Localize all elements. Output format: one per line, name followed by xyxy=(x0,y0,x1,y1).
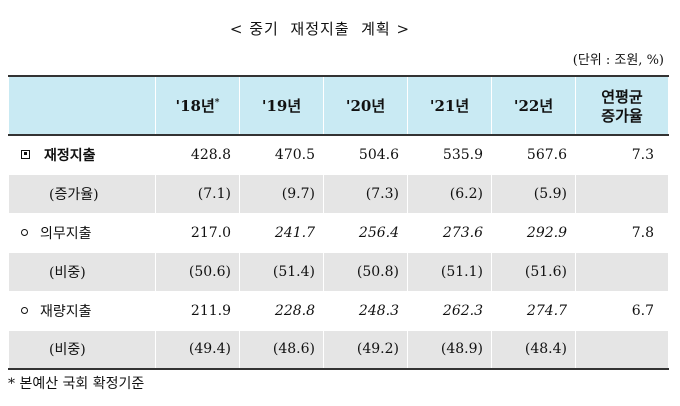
cell-avg xyxy=(575,173,669,214)
circle-bullet-icon xyxy=(21,228,28,236)
header-avg-line2: 증가율 xyxy=(601,106,643,125)
table-row: 재정지출 428.8 470.5 504.6 535.9 567.6 7.3 xyxy=(8,134,669,175)
circle-bullet-icon xyxy=(21,306,28,314)
cell: (49.2) xyxy=(323,329,408,370)
cell: 248.3 xyxy=(323,290,408,331)
cell: (9.7) xyxy=(239,173,324,214)
row-label: 재량지출 xyxy=(8,290,156,331)
cell: 535.9 xyxy=(407,134,492,175)
header-year-2022: '22년 xyxy=(491,75,576,136)
header-year-2020: '20년 xyxy=(323,75,408,136)
row-label-text: 재량지출 xyxy=(40,303,92,320)
header-year-2018: '18년* xyxy=(155,75,240,136)
cell: (48.4) xyxy=(491,329,576,370)
cell: 211.9 xyxy=(155,290,240,331)
row-label-text: 재정지출 xyxy=(44,147,96,164)
cell: (51.4) xyxy=(239,251,324,292)
table-row: (비중) (49.4) (48.6) (49.2) (48.9) (48.4) xyxy=(8,329,669,370)
header-year-2019: '19년 xyxy=(239,75,324,136)
row-label: (증가율) xyxy=(8,173,156,214)
row-label: 재정지출 xyxy=(8,134,156,175)
cell: (48.6) xyxy=(239,329,324,370)
cell: 217.0 xyxy=(155,212,240,253)
cell-avg: 6.7 xyxy=(575,290,669,331)
cell: (50.8) xyxy=(323,251,408,292)
table-row: 재량지출 211.9 228.8 248.3 262.3 274.7 6.7 xyxy=(8,290,669,331)
row-label: 의무지출 xyxy=(8,212,156,253)
cell: 470.5 xyxy=(239,134,324,175)
cell-avg: 7.3 xyxy=(575,134,669,175)
cell: 428.8 xyxy=(155,134,240,175)
square-bullet-icon xyxy=(21,149,30,159)
cell: (48.9) xyxy=(407,329,492,370)
header-row: '18년* '19년 '20년 '21년 '22년 연평균 증가율 xyxy=(8,75,669,136)
budget-table: '18년* '19년 '20년 '21년 '22년 연평균 증가율 재정지출 4… xyxy=(8,75,669,370)
cell: (7.3) xyxy=(323,173,408,214)
unit-label: (단위 : 조원, %) xyxy=(572,53,664,68)
header-year-2021: '21년 xyxy=(407,75,492,136)
cell-avg: 7.8 xyxy=(575,212,669,253)
cell: 292.9 xyxy=(491,212,576,253)
cell: (6.2) xyxy=(407,173,492,214)
header-avg-growth: 연평균 증가율 xyxy=(575,75,669,136)
cell: 567.6 xyxy=(491,134,576,175)
header-empty xyxy=(8,75,156,136)
cell: (51.1) xyxy=(407,251,492,292)
cell: (50.6) xyxy=(155,251,240,292)
table-row: 의무지출 217.0 241.7 256.4 273.6 292.9 7.8 xyxy=(8,212,669,253)
cell: 262.3 xyxy=(407,290,492,331)
table-title: < 중기 재정지출 계획 > xyxy=(229,20,411,38)
table-row: (증가율) (7.1) (9.7) (7.3) (6.2) (5.9) xyxy=(8,173,669,214)
table-row: (비중) (50.6) (51.4) (50.8) (51.1) (51.6) xyxy=(8,251,669,292)
cell: (49.4) xyxy=(155,329,240,370)
cell-avg xyxy=(575,251,669,292)
year-label: '18년 xyxy=(175,97,215,115)
cell: 274.7 xyxy=(491,290,576,331)
cell: (5.9) xyxy=(491,173,576,214)
cell: (7.1) xyxy=(155,173,240,214)
row-label: (비중) xyxy=(8,251,156,292)
cell: (51.6) xyxy=(491,251,576,292)
cell: 504.6 xyxy=(323,134,408,175)
header-avg-line1: 연평균 xyxy=(601,87,643,106)
cell: 256.4 xyxy=(323,212,408,253)
cell: 241.7 xyxy=(239,212,324,253)
cell-avg xyxy=(575,329,669,370)
footnote: * 본예산 국회 확정기준 xyxy=(8,376,145,392)
cell: 273.6 xyxy=(407,212,492,253)
cell: 228.8 xyxy=(239,290,324,331)
footnote-mark: * xyxy=(214,98,220,108)
row-label-text: 의무지출 xyxy=(40,225,92,242)
row-label: (비중) xyxy=(8,329,156,370)
